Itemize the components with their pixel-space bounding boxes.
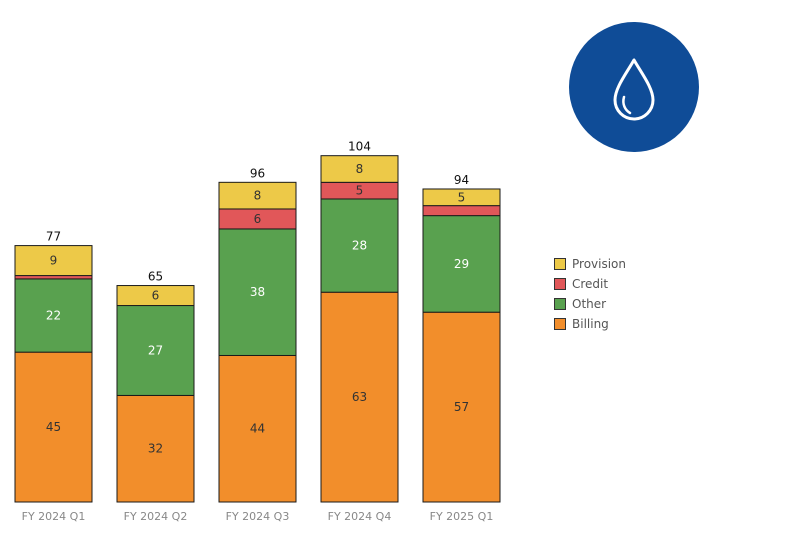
segment-value-label: 32 — [148, 442, 163, 456]
drop-highlight — [622, 95, 632, 115]
water-drop-icon — [569, 22, 699, 152]
bar-segment-other[interactable] — [14, 278, 93, 353]
bar-segment-billing[interactable] — [14, 351, 93, 503]
legend: Provision Credit Other Billing — [554, 254, 626, 334]
bar-total-label: 77 — [46, 230, 61, 244]
bar-segment-billing[interactable] — [422, 311, 501, 503]
bar-segment-credit[interactable] — [422, 205, 501, 217]
legend-label: Billing — [572, 317, 609, 331]
segment-value-label: 38 — [250, 285, 265, 299]
logo-circle — [569, 22, 699, 152]
x-axis-category-label: FY 2024 Q3 — [226, 510, 290, 523]
legend-item-other[interactable]: Other — [554, 294, 626, 314]
bar-segment-provision[interactable] — [116, 285, 195, 307]
bar-segment-billing[interactable] — [218, 354, 297, 503]
segment-value-label: 63 — [352, 390, 367, 404]
segment-value-label: 9 — [50, 254, 58, 268]
bar-segment-provision[interactable] — [320, 155, 399, 183]
x-axis-category-label: FY 2024 Q2 — [124, 510, 188, 523]
bar-total-label: 96 — [250, 166, 265, 180]
bar-total-label: 94 — [454, 173, 469, 187]
segment-value-label: 28 — [352, 239, 367, 253]
x-axis-category-label: FY 2025 Q1 — [430, 510, 494, 523]
bars-layer — [14, 155, 501, 503]
labels-layer: 45 22 9 77 FY 2024 Q1 32 27 6 65 FY 2024 Q2 44 38 6 8… — [22, 140, 494, 523]
bar-segment-provision[interactable] — [422, 188, 501, 207]
segment-value-label: 5 — [458, 190, 466, 204]
segment-value-label: 57 — [454, 400, 469, 414]
legend-swatch-other — [554, 298, 566, 310]
legend-item-credit[interactable]: Credit — [554, 274, 626, 294]
bar-segment-billing[interactable] — [116, 394, 195, 503]
legend-swatch-credit — [554, 278, 566, 290]
legend-item-billing[interactable]: Billing — [554, 314, 626, 334]
segment-value-label: 27 — [148, 343, 163, 357]
legend-swatch-provision — [554, 258, 566, 270]
segment-value-label: 5 — [356, 184, 364, 198]
legend-label: Provision — [572, 257, 627, 271]
bar-segment-provision[interactable] — [218, 181, 297, 210]
legend-label: Credit — [572, 277, 609, 291]
bar-total-label: 65 — [148, 270, 163, 284]
bar-total-label: 104 — [348, 140, 371, 154]
bar-segment-other[interactable] — [218, 228, 297, 356]
bar-segment-provision[interactable] — [14, 245, 93, 277]
x-axis-category-label: FY 2024 Q4 — [328, 510, 392, 523]
bar-segment-other[interactable] — [422, 215, 501, 313]
segment-value-label: 22 — [46, 309, 61, 323]
legend-item-provision[interactable]: Provision — [554, 254, 626, 274]
segment-value-label: 45 — [46, 420, 61, 434]
segment-value-label: 8 — [356, 162, 364, 176]
segment-value-label: 6 — [254, 212, 262, 226]
segment-value-label: 29 — [454, 257, 469, 271]
segment-value-label: 8 — [254, 189, 262, 203]
legend-label: Other — [572, 297, 607, 311]
segment-value-label: 44 — [250, 422, 265, 436]
drop-outline — [613, 58, 655, 121]
legend-swatch-billing — [554, 318, 566, 330]
segment-value-label: 6 — [152, 289, 160, 303]
bar-segment-billing[interactable] — [320, 291, 399, 503]
x-axis-category-label: FY 2024 Q1 — [22, 510, 86, 523]
